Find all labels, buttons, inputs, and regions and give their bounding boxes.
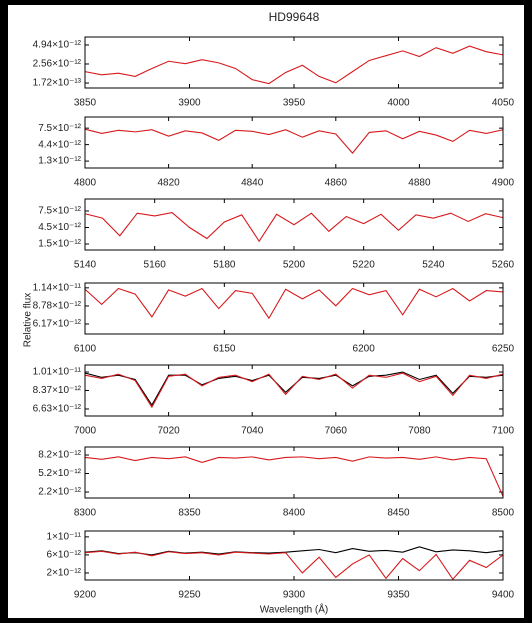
x-tick-label: 7000: [74, 426, 97, 437]
x-tick-label: 5160: [144, 260, 167, 271]
y-tick-label: 8.78×10⁻¹²: [33, 301, 82, 312]
background: [8, 5, 524, 618]
plot-frame: [84, 530, 504, 581]
x-tick-label: 8400: [283, 508, 306, 519]
spectrum-line: [84, 550, 504, 581]
x-tick-label: 6250: [492, 344, 515, 355]
x-tick-label: 4050: [492, 98, 515, 109]
x-tick-label: 4800: [74, 178, 97, 189]
x-tick-label: 5240: [422, 260, 445, 271]
x-tick-label: 5260: [492, 260, 515, 271]
x-tick-label: 5140: [74, 260, 97, 271]
x-tick-label: 7060: [325, 426, 348, 437]
x-tick-label: 3850: [74, 98, 97, 109]
x-tick-label: 6200: [353, 344, 376, 355]
x-tick-label: 9400: [492, 590, 515, 601]
x-tick-label: 3900: [178, 98, 201, 109]
y-tick-label: 5.2×10⁻¹²: [38, 468, 81, 479]
spectrum-line: [84, 212, 504, 243]
spectrum-line: [84, 287, 504, 320]
x-tick-label: 4900: [492, 178, 515, 189]
y-tick-label: 8.37×10⁻¹²: [33, 385, 82, 396]
x-tick-label: 8350: [178, 508, 201, 519]
y-axis-label: Relative flux: [23, 293, 34, 347]
x-tick-label: 8450: [387, 508, 410, 519]
x-tick-label: 6100: [74, 344, 97, 355]
y-tick-label: 4.4×10⁻¹²: [38, 139, 81, 150]
x-tick-label: 5200: [283, 260, 306, 271]
x-axis-label: Wavelength (Å): [260, 603, 329, 616]
y-tick-label: 2.2×10⁻¹²: [38, 487, 81, 498]
x-tick-label: 7020: [157, 426, 180, 437]
x-tick-label: 4840: [241, 178, 264, 189]
y-tick-label: 4.5×10⁻¹²: [38, 222, 81, 233]
y-tick-label: 6.63×10⁻¹²: [33, 404, 82, 415]
x-tick-label: 9350: [387, 590, 410, 601]
y-tick-label: 1.14×10⁻¹¹: [33, 282, 82, 293]
plot-frame: [84, 36, 504, 89]
y-tick-label: 1.3×10⁻¹²: [38, 156, 81, 167]
y-tick-label: 2×10⁻¹²: [47, 568, 82, 579]
x-tick-label: 4860: [325, 178, 348, 189]
plot-frame: [84, 198, 504, 251]
x-tick-label: 8500: [492, 508, 515, 519]
x-tick-label: 3950: [283, 98, 306, 109]
x-tick-label: 7100: [492, 426, 515, 437]
y-tick-label: 2.56×10⁻¹²: [33, 59, 82, 70]
y-tick-label: 7.5×10⁻¹²: [38, 206, 81, 217]
spectrum-line: [84, 45, 504, 85]
y-tick-label: 7.5×10⁻¹²: [38, 123, 81, 134]
y-tick-label: 1.01×10⁻¹¹: [33, 367, 82, 378]
chart-title: HD99648: [269, 10, 320, 24]
x-tick-label: 5220: [353, 260, 376, 271]
x-tick-label: 7080: [408, 426, 431, 437]
y-tick-label: 6.17×10⁻¹²: [33, 319, 82, 330]
y-tick-label: 1.5×10⁻¹²: [38, 239, 81, 250]
x-tick-label: 8300: [74, 508, 97, 519]
x-tick-label: 7040: [241, 426, 264, 437]
x-tick-label: 4820: [157, 178, 180, 189]
x-tick-label: 6150: [213, 344, 236, 355]
x-tick-label: 9300: [283, 590, 306, 601]
spectrum-line: [84, 128, 504, 154]
y-tick-label: 8.2×10⁻¹²: [38, 450, 81, 461]
x-tick-label: 4000: [387, 98, 410, 109]
y-tick-label: 1.72×10⁻¹³: [33, 78, 82, 89]
x-tick-label: 9200: [74, 590, 97, 601]
plot-frame: [84, 116, 504, 169]
y-tick-label: 4.94×10⁻¹²: [33, 40, 82, 51]
plot-frame: [84, 364, 504, 417]
x-tick-label: 4880: [408, 178, 431, 189]
spectrum-line: [84, 456, 504, 497]
x-tick-label: 5180: [213, 260, 236, 271]
spectrum-line: [84, 372, 504, 409]
spectrum-line: [84, 546, 504, 556]
y-tick-label: 1×10⁻¹¹: [47, 532, 82, 543]
y-tick-label: 6×10⁻¹²: [47, 550, 82, 561]
plot-frame: [84, 282, 504, 335]
x-tick-label: 9250: [178, 590, 201, 601]
plot-frame: [84, 446, 504, 499]
